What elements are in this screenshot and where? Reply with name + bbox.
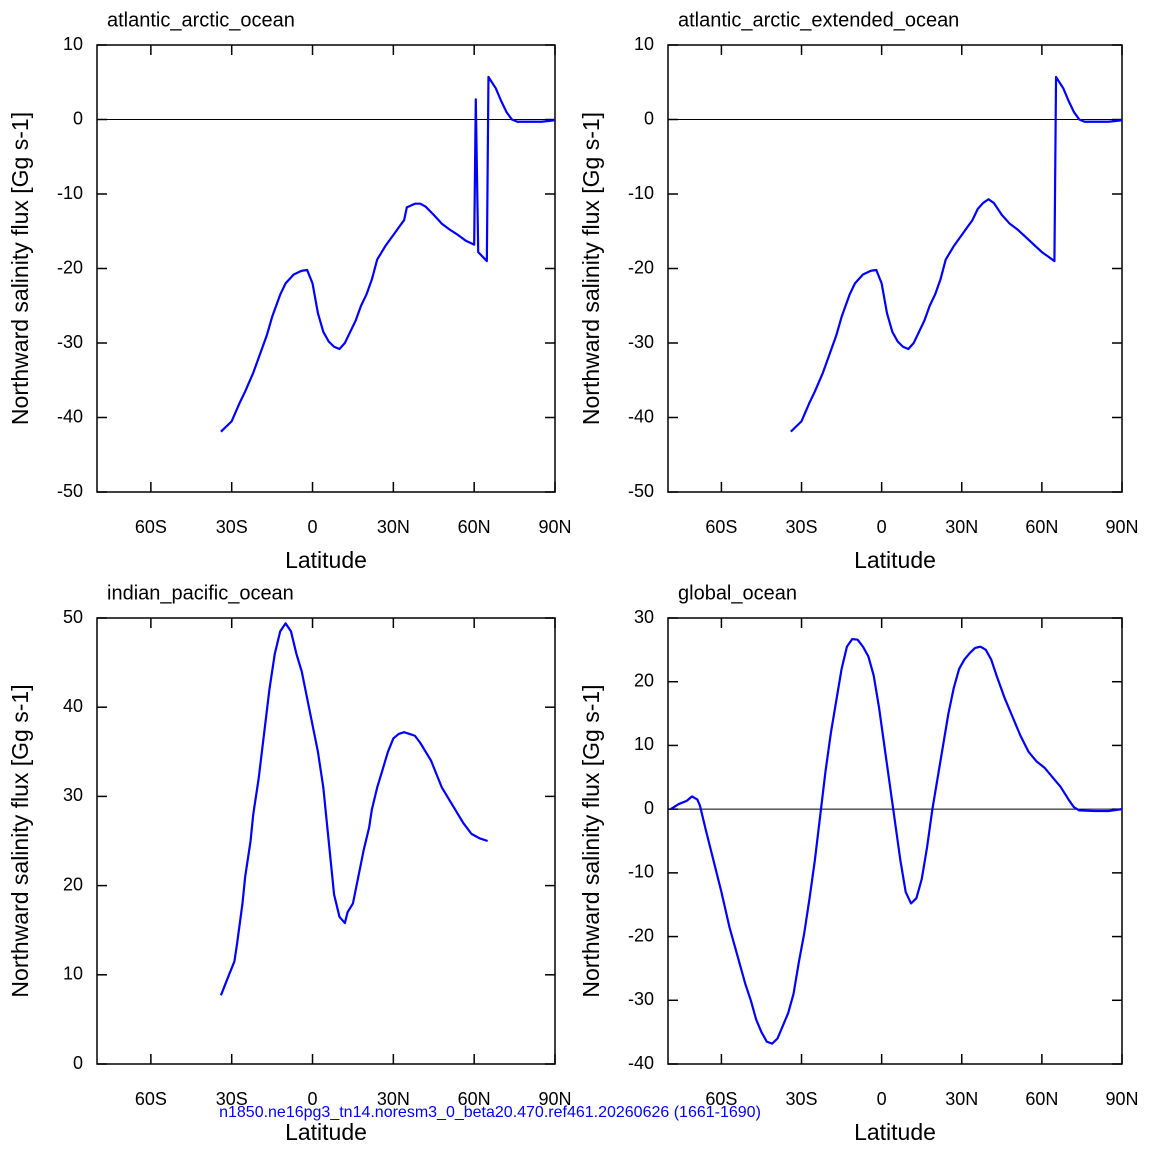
- y-axis-label: Northward salinity flux [Gg s-1]: [7, 112, 33, 425]
- x-tick-label: 60S: [135, 1089, 167, 1109]
- y-tick-label: -30: [628, 332, 654, 352]
- x-tick-label: 0: [308, 517, 318, 537]
- x-tick-label: 30N: [377, 1089, 410, 1109]
- x-axis-label: Latitude: [285, 547, 367, 573]
- x-tick-label: 30S: [786, 517, 818, 537]
- x-tick-label: 60N: [458, 517, 491, 537]
- y-tick-label: -10: [628, 183, 654, 203]
- x-tick-label: 30S: [216, 1089, 248, 1109]
- x-tick-label: 30S: [786, 1089, 818, 1109]
- x-tick-label: 30N: [945, 517, 978, 537]
- y-tick-label: -30: [57, 332, 83, 352]
- y-tick-label: 0: [644, 798, 654, 818]
- panel-title: atlantic_arctic_ocean: [107, 9, 295, 31]
- footer: n1850.ne16pg3_tn14.noresm3_0_beta20.470.…: [219, 1104, 761, 1121]
- x-tick-label: 30N: [377, 517, 410, 537]
- x-tick-label: 60S: [135, 517, 167, 537]
- y-tick-label: 10: [63, 34, 83, 54]
- y-tick-label: 10: [634, 734, 654, 754]
- y-axis-label: Northward salinity flux [Gg s-1]: [578, 112, 604, 425]
- panel-title: atlantic_arctic_extended_ocean: [678, 9, 959, 31]
- y-tick-label: 20: [63, 874, 83, 894]
- plot-frame: [96, 617, 556, 1065]
- y-tick-label: -30: [628, 989, 654, 1009]
- y-axis-label: Northward salinity flux [Gg s-1]: [578, 684, 604, 997]
- y-tick-label: 50: [63, 607, 83, 627]
- plot-frame: [667, 44, 1123, 493]
- y-tick-label: 0: [73, 108, 83, 128]
- x-tick-label: 60N: [458, 1089, 491, 1109]
- data-line: [790, 75, 1123, 433]
- y-tick-label: 40: [63, 696, 83, 716]
- y-tick-label: -20: [57, 257, 83, 277]
- x-tick-label: 30N: [945, 1089, 978, 1109]
- y-tick-label: -50: [628, 481, 654, 501]
- x-tick-label: 90N: [1105, 517, 1138, 537]
- x-tick-label: 90N: [1105, 1089, 1138, 1109]
- x-tick-label: 60S: [705, 1089, 737, 1109]
- y-axis-label: Northward salinity flux [Gg s-1]: [7, 684, 33, 997]
- panel-title: indian_pacific_ocean: [107, 582, 294, 604]
- x-axis-label: Latitude: [854, 547, 936, 573]
- y-tick-label: 0: [644, 108, 654, 128]
- x-tick-label: 0: [877, 517, 887, 537]
- y-tick-label: -10: [628, 862, 654, 882]
- x-tick-label: 30S: [216, 517, 248, 537]
- plot-frame: [96, 44, 556, 493]
- x-tick-label: 90N: [538, 517, 571, 537]
- data-line: [670, 637, 1123, 1045]
- y-tick-label: -40: [628, 406, 654, 426]
- data-line: [220, 75, 556, 433]
- y-tick-label: -40: [57, 406, 83, 426]
- y-tick-label: 20: [634, 670, 654, 690]
- x-tick-label: 60N: [1025, 517, 1058, 537]
- y-tick-label: -10: [57, 183, 83, 203]
- y-tick-label: 10: [63, 964, 83, 984]
- x-axis-label: Latitude: [854, 1119, 936, 1145]
- y-tick-label: -20: [628, 925, 654, 945]
- x-tick-label: 60S: [705, 517, 737, 537]
- x-tick-label: 0: [308, 1089, 318, 1109]
- x-tick-label: 90N: [538, 1089, 571, 1109]
- data-line: [219, 622, 488, 996]
- y-tick-label: 30: [634, 607, 654, 627]
- y-tick-label: 10: [634, 34, 654, 54]
- y-tick-label: 30: [63, 785, 83, 805]
- y-tick-label: -20: [628, 257, 654, 277]
- plot-frame: [667, 617, 1123, 1065]
- x-axis-label: Latitude: [285, 1119, 367, 1145]
- x-tick-label: 60N: [1025, 1089, 1058, 1109]
- panel-title: global_ocean: [678, 582, 797, 604]
- y-tick-label: 0: [73, 1053, 83, 1073]
- x-tick-label: 0: [877, 1089, 887, 1109]
- y-tick-label: -40: [628, 1053, 654, 1073]
- y-tick-label: -50: [57, 481, 83, 501]
